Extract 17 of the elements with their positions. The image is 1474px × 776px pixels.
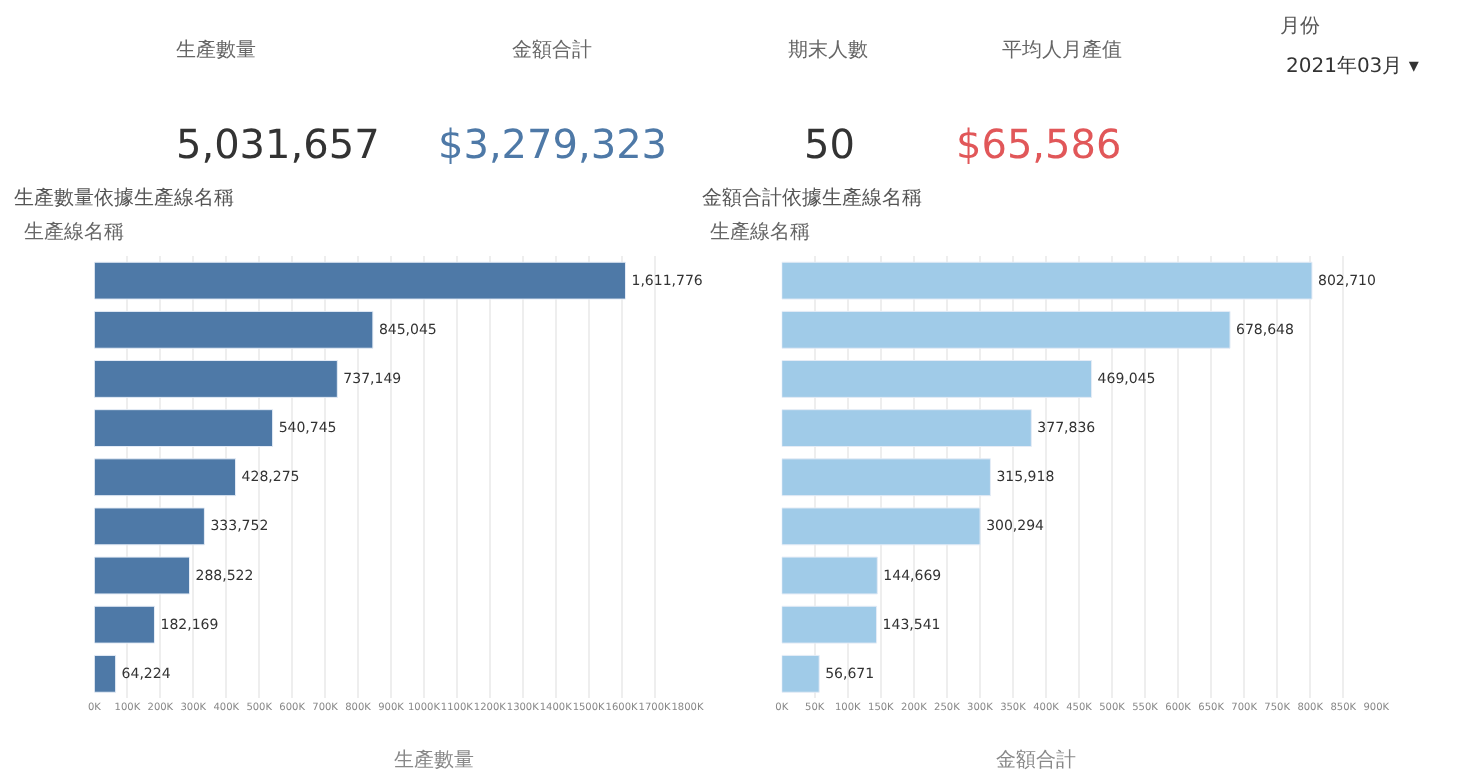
text: 50 bbox=[804, 120, 855, 168]
text: 平均人月產值 bbox=[1002, 38, 1122, 62]
y-axis-title: 生產線名稱 bbox=[710, 220, 810, 244]
text: 生產數量 bbox=[176, 38, 256, 62]
text: 5,031,657 bbox=[176, 120, 380, 168]
text: 月份 bbox=[1280, 16, 1320, 38]
text: 2021年03月 ▾ bbox=[1286, 54, 1419, 78]
bar bbox=[94, 654, 117, 693]
chart-title: 金額合計依據生產線名稱 bbox=[702, 186, 922, 210]
chart-title: 生產數量依據生產線名稱 bbox=[14, 186, 234, 210]
text: $65,586 bbox=[956, 120, 1122, 168]
x-axis-title: 生產數量 bbox=[394, 748, 474, 772]
text: 金額合計 bbox=[512, 38, 592, 62]
y-axis-title: 生產線名稱 bbox=[24, 220, 124, 244]
x-axis-title: 金額合計 bbox=[996, 748, 1076, 772]
text: $3,279,323 bbox=[438, 120, 668, 168]
text: 期末人數 bbox=[788, 38, 868, 62]
